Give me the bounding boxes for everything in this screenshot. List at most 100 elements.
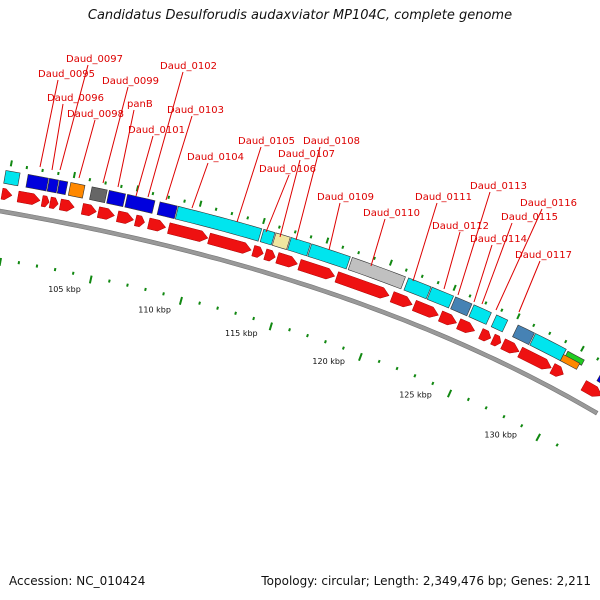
scale-tick: [17, 261, 21, 265]
scale-tick: [234, 311, 237, 315]
track-tick: [135, 185, 140, 192]
gene-label: Daud_0108: [303, 136, 360, 147]
scale-label: 105 kbp: [48, 285, 81, 294]
gene-label: Daud_0096: [47, 93, 104, 104]
strand-gene-box: [403, 277, 432, 300]
strand-gene-box: [271, 232, 291, 250]
track-tick: [564, 339, 568, 344]
strand-gene-box: [596, 374, 600, 383]
track-tick: [25, 165, 29, 170]
track-tick: [420, 274, 424, 279]
strand-gene-box: [3, 170, 21, 187]
track-tick: [357, 250, 361, 255]
scale-tick: [162, 292, 165, 296]
gene-label: Daud_0112: [432, 221, 489, 232]
forward-gene-arrow: [478, 328, 492, 342]
forward-gene-arrow: [411, 299, 439, 318]
track-tick: [293, 230, 297, 234]
scale-tick: [324, 340, 327, 344]
scale-tick: [71, 271, 75, 275]
gene-label: Daud_0101: [128, 125, 185, 136]
track-tick: [262, 217, 266, 225]
forward-gene-arrow: [389, 291, 413, 308]
gene-label: Daud_0103: [167, 105, 224, 116]
forward-gene-arrow: [517, 346, 552, 370]
scale-tick: [446, 389, 453, 398]
forward-gene-arrow: [580, 380, 600, 397]
accession-text: Accession: NC_010424: [9, 574, 146, 588]
forward-gene-arrow: [80, 203, 97, 217]
strand-gene-box: [46, 178, 59, 194]
gene-label-group: Daud_0102: [147, 61, 217, 198]
forward-gene-arrow: [58, 198, 75, 212]
gene-label-group: Daud_0116: [495, 198, 577, 311]
gene-leader-line: [279, 159, 301, 238]
track-tick: [104, 181, 107, 185]
scale-tick: [484, 406, 488, 410]
track-tick: [120, 184, 123, 189]
track-tick: [57, 171, 60, 176]
gene-leader-line: [78, 119, 96, 179]
scale-tick: [395, 366, 399, 371]
scale-label: 115 kbp: [225, 329, 258, 338]
track-tick: [404, 268, 408, 272]
scale-tick: [377, 359, 381, 364]
genome-title: Candidatus Desulforudis audaxviator MP10…: [87, 8, 513, 23]
gene-label-group: Daud_0106: [259, 164, 316, 233]
gene-label-group: Daud_0099: [102, 76, 159, 184]
forward-gene-arrow: [490, 333, 502, 347]
forward-gene-arrow: [147, 217, 167, 232]
strand-gene-box: [450, 296, 473, 317]
track-tick: [484, 301, 488, 305]
scale-tick: [502, 414, 506, 419]
track-tick: [500, 308, 504, 313]
gene-label: Daud_0098: [67, 109, 124, 120]
gene-label-group: Daud_0104: [187, 152, 244, 209]
strand-gene-box: [106, 190, 126, 208]
forward-gene-arrow: [207, 232, 252, 254]
track-tick: [596, 357, 600, 361]
scale-tick: [358, 352, 363, 362]
track-tick: [373, 256, 376, 261]
strand-gene-box: [259, 228, 276, 246]
track-tick: [532, 323, 536, 328]
gene-leader-line: [495, 208, 543, 311]
gene-label: Daud_0104: [187, 152, 244, 163]
track-tick: [198, 200, 203, 207]
gene-label-group: Daud_0110: [363, 208, 420, 267]
gene-leader-line: [443, 231, 461, 290]
track-tick: [230, 211, 234, 216]
gene-label: Daud_0095: [38, 69, 95, 80]
track-tick: [214, 207, 218, 211]
strand-gene-box: [468, 304, 492, 325]
strand-gene-box: [307, 243, 351, 270]
scale-tick: [198, 301, 201, 305]
scale-label: 120 kbp: [312, 357, 345, 366]
strand-gene-box: [156, 201, 178, 220]
track-tick: [246, 216, 250, 220]
track-tick: [278, 225, 281, 229]
gene-label: Daud_0111: [415, 192, 472, 203]
strand-gene-box: [89, 186, 108, 204]
gene-leader-line: [191, 162, 209, 209]
strand-gene-box: [174, 205, 263, 242]
gene-leader-line: [370, 218, 386, 267]
strand-gene-box: [559, 354, 581, 370]
gene-label-group: Daud_0096: [47, 93, 104, 171]
forward-gene-arrow: [334, 271, 390, 299]
gene-leader-line: [295, 146, 321, 241]
gene-label: Daud_0113: [470, 181, 527, 192]
forward-gene-arrow: [16, 190, 41, 205]
gene-leader-line: [236, 146, 262, 223]
strand-gene-box: [347, 257, 406, 290]
gene-label-group: Daud_0109: [317, 192, 374, 251]
gene-label: Daud_0107: [278, 149, 335, 160]
gene-label-group: panB: [117, 99, 153, 188]
scale-tick: [431, 381, 435, 386]
track-tick: [167, 195, 171, 200]
scale-label: 125 kbp: [399, 391, 432, 400]
scale-tick: [88, 275, 93, 284]
scale-tick: [306, 333, 309, 338]
gene-label: Daud_0110: [363, 208, 420, 219]
